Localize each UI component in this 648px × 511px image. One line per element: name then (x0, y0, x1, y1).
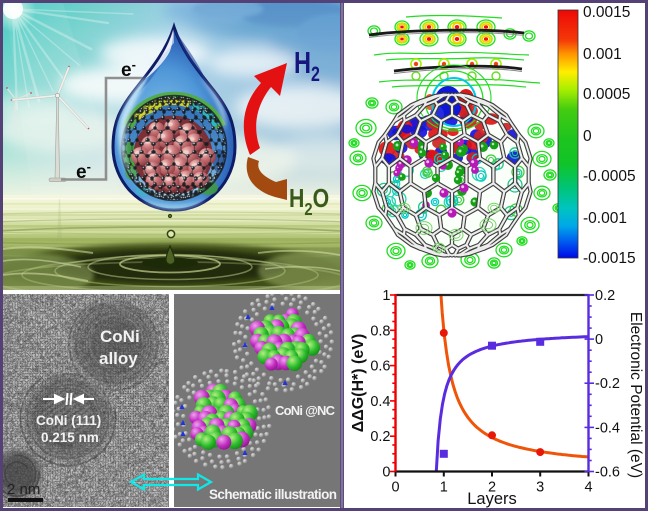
svg-text:0.001: 0.001 (583, 46, 622, 63)
svg-text:0.215 nm: 0.215 nm (41, 430, 99, 445)
svg-text:CoNi (111): CoNi (111) (36, 413, 101, 428)
svg-text:0.0015: 0.0015 (583, 4, 630, 21)
svg-text:0: 0 (382, 465, 390, 481)
svg-text:-0.0005: -0.0005 (583, 168, 636, 185)
svg-text:-0.4: -0.4 (595, 420, 620, 436)
svg-text:0: 0 (391, 480, 399, 496)
svg-text:0: 0 (595, 332, 603, 348)
svg-text:0.8: 0.8 (370, 323, 390, 339)
svg-text:-0.2: -0.2 (595, 376, 620, 392)
svg-text:1: 1 (382, 288, 390, 304)
svg-text:0: 0 (583, 128, 592, 145)
svg-text:-0.0015: -0.0015 (583, 250, 636, 267)
svg-text:0.4: 0.4 (370, 394, 390, 410)
svg-text:H2O: H2O (289, 184, 329, 219)
svg-text:0.0005: 0.0005 (583, 86, 630, 103)
svg-text:alloy: alloy (99, 349, 138, 368)
svg-text:Electronic Potential (eV): Electronic Potential (eV) (627, 312, 644, 478)
svg-text:ΔΔG(H*) (eV): ΔΔG(H*) (eV) (350, 334, 367, 433)
svg-text:2: 2 (488, 480, 496, 496)
svg-text:Layers: Layers (467, 490, 517, 508)
svg-text:2 nm: 2 nm (7, 481, 40, 498)
svg-text:CoNi: CoNi (100, 327, 140, 346)
svg-text:1: 1 (440, 480, 448, 496)
svg-text:0.2: 0.2 (595, 288, 615, 304)
svg-text:3: 3 (536, 480, 544, 496)
svg-text:0.6: 0.6 (370, 359, 390, 375)
svg-text:4: 4 (584, 480, 592, 496)
svg-text:Schematic illustration: Schematic illustration (209, 487, 337, 502)
svg-text:-0.001: -0.001 (583, 210, 627, 227)
svg-text:0.2: 0.2 (370, 429, 390, 445)
svg-text:CoNi @NC: CoNi @NC (275, 403, 336, 418)
svg-text:-0.6: -0.6 (595, 465, 620, 481)
